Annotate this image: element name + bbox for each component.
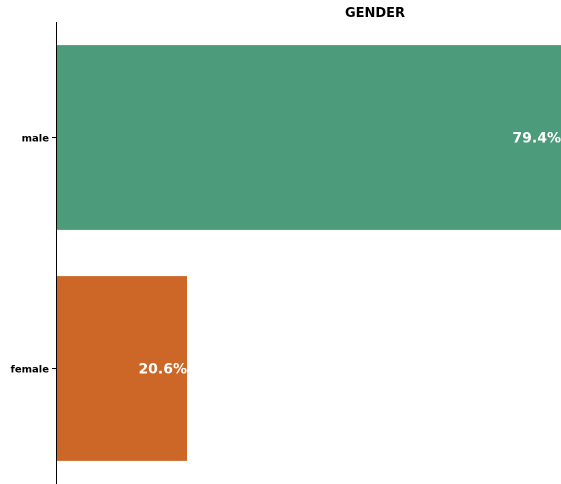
bars-group: 79.4% 20.6% xyxy=(57,45,561,461)
y-tick-label-male: male xyxy=(22,134,50,145)
bar-value-label-male: 79.4% xyxy=(512,131,561,147)
chart-title: GENDER xyxy=(345,6,405,21)
bar-value-label-female: 20.6% xyxy=(138,362,187,378)
y-tick-label-female: female xyxy=(10,365,49,376)
bar-male xyxy=(57,45,561,230)
bar-female xyxy=(57,276,188,461)
y-ticks-group: male female xyxy=(10,134,56,376)
